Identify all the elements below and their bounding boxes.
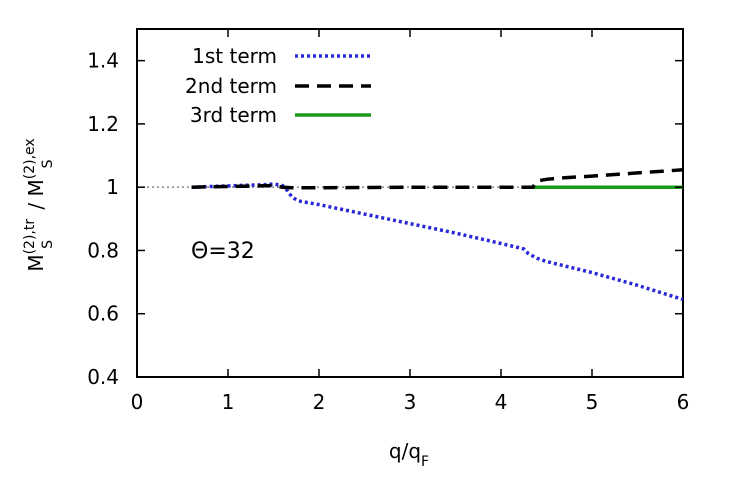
series-line-2 (191, 168, 684, 190)
x-tick-label-4: 4 (495, 390, 508, 414)
y-tick-label-5: 1.4 (87, 49, 119, 73)
y-tick-label-1: 0.6 (87, 302, 119, 326)
legend-label-1: 1st term (192, 44, 277, 68)
y-axis-label-b-main: M (24, 179, 48, 196)
x-tick-label-1: 1 (222, 390, 235, 414)
y-axis-label-a-main: M (24, 254, 48, 271)
x-tick-label-0: 0 (131, 390, 144, 414)
y-axis-label-sep: / (24, 197, 48, 216)
legend-label-3: 3rd term (190, 103, 277, 127)
x-tick-label-6: 6 (677, 390, 690, 414)
x-tick-label-3: 3 (404, 390, 417, 414)
legend-label-2: 2nd term (185, 74, 277, 98)
y-tick-label-3: 1 (106, 175, 119, 199)
annotation-theta: Θ=32 (191, 239, 255, 264)
y-axis-label: M(2),tr S / M(2),ex S (22, 138, 56, 271)
series-lines (191, 168, 684, 302)
x-axis-label: q/qF (389, 439, 429, 470)
y-tick-label-2: 0.8 (87, 238, 119, 262)
y-tick-label-0: 0.4 (87, 365, 119, 389)
x-tick-label-5: 5 (586, 390, 599, 414)
y-axis-label-b-sub: S (40, 159, 56, 168)
x-axis-label-sub: F (421, 454, 429, 470)
series-line-1 (191, 182, 684, 302)
x-tick-label-2: 2 (313, 390, 326, 414)
y-tick-label-4: 1.2 (87, 112, 119, 136)
x-axis-label-main: q/q (389, 439, 421, 463)
y-axis-label-a-sup: (2),tr (22, 219, 38, 255)
y-axis-label-a-sub: S (40, 240, 56, 249)
y-axis-label-b-sup: (2),ex (22, 138, 38, 179)
legend: 1st term 2nd term 3rd term (185, 44, 371, 127)
axis-ticks: 0 1 2 3 4 5 6 0.4 0.6 0.8 1 1.2 1.4 (87, 29, 689, 414)
